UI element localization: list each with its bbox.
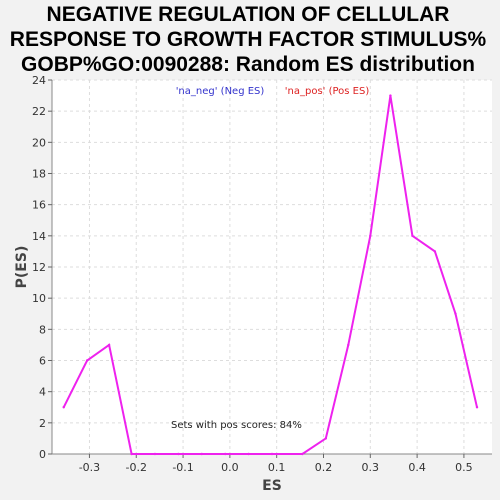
chart-title: NEGATIVE REGULATION OF CELLULARRESPONSE … [10, 3, 487, 76]
grid-lines [52, 79, 492, 455]
data-point [347, 343, 350, 347]
x-tick-label: 0.0 [221, 461, 239, 474]
title-line: RESPONSE TO GROWTH FACTOR STIMULUS% [10, 28, 487, 51]
y-tick-label: 4 [39, 386, 46, 399]
data-point [62, 406, 65, 409]
y-tick-label: 16 [32, 199, 46, 212]
data-point [200, 452, 203, 456]
y-tick-label: 12 [32, 261, 46, 274]
data-point [389, 94, 392, 97]
x-tick-label: -0.3 [79, 461, 100, 474]
data-point [324, 437, 328, 440]
x-tick-label: -0.1 [172, 461, 193, 474]
legend-entry: 'na_pos' (Pos ES) [285, 86, 370, 97]
y-tick-label: 24 [32, 74, 46, 87]
data-point [270, 452, 274, 456]
y-tick-label: 20 [32, 136, 46, 149]
data-point [301, 452, 304, 456]
data-point [177, 452, 180, 456]
data-point [223, 452, 227, 456]
y-tick-label: 10 [32, 292, 46, 305]
x-tick-label: 0.1 [268, 461, 286, 474]
data-point [433, 250, 437, 253]
data-point [411, 234, 414, 238]
y-tick-label: 2 [39, 417, 46, 430]
data-point [153, 452, 157, 456]
data-point [475, 406, 479, 409]
y-tick-label: 18 [32, 168, 46, 181]
x-tick-label: 0.2 [315, 461, 333, 474]
legend-entry: 'na_neg' (Neg ES) [176, 86, 265, 97]
data-point [85, 359, 89, 362]
series-group [62, 94, 479, 456]
data-point [369, 234, 372, 238]
y-axis-label: P(ES) [14, 246, 30, 289]
y-tick-label: 0 [39, 448, 46, 461]
x-tick-label: 0.4 [408, 461, 426, 474]
data-point [247, 452, 250, 456]
data-point [454, 312, 457, 315]
x-tick-label: 0.5 [455, 461, 473, 474]
data-point [107, 343, 111, 347]
x-axis-ticks: -0.3 -0.2 -0.1 0.0 0.1 0.2 0.3 0.4 0.5 [79, 454, 473, 474]
y-tick-label: 22 [32, 105, 46, 118]
y-tick-label: 8 [39, 323, 46, 336]
x-axis-label: ES [262, 478, 282, 494]
legend: 'na_neg' (Neg ES) 'na_pos' (Pos ES) [176, 86, 370, 97]
x-tick-label: 0.3 [362, 461, 380, 474]
y-tick-label: 14 [32, 230, 46, 243]
data-point [130, 452, 133, 456]
title-line: NEGATIVE REGULATION OF CELLULAR [47, 3, 450, 26]
title-line: GOBP%GO:0090288: Random ES distribution [21, 53, 475, 76]
annotation-label: Sets with pos scores: 84% [171, 420, 302, 431]
y-tick-label: 6 [39, 355, 46, 368]
x-tick-label: -0.2 [126, 461, 147, 474]
